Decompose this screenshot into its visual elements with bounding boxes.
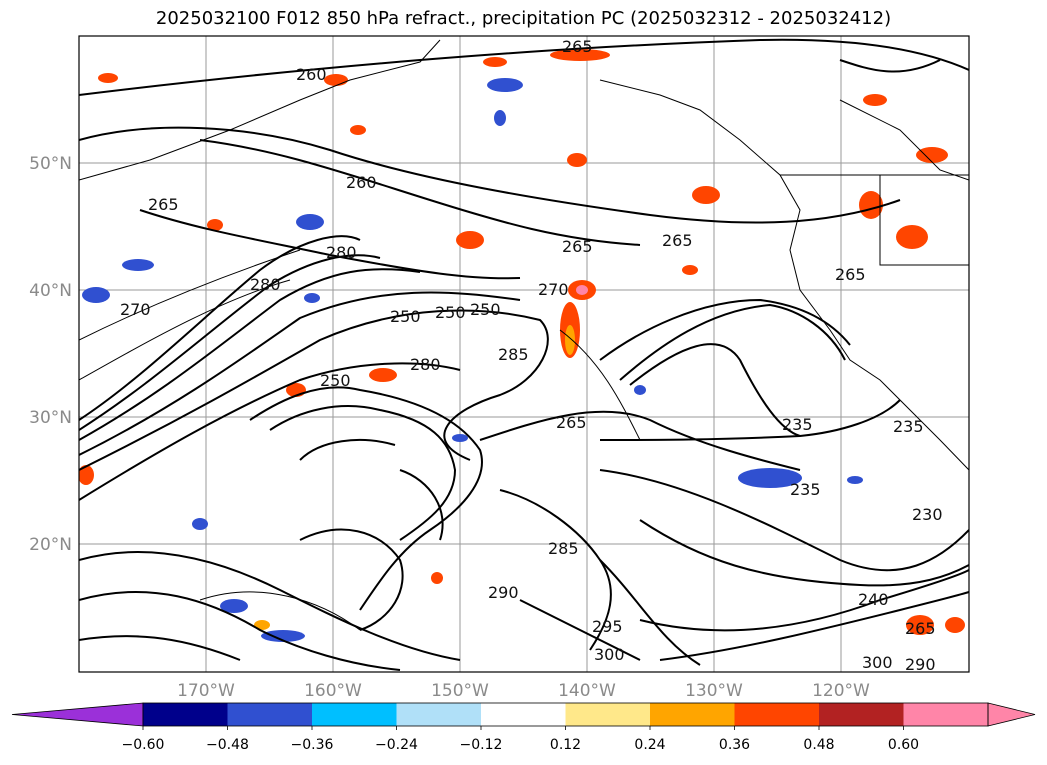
colorbar-tick-label: −0.36 [291,737,334,753]
lon-label: 160°W [304,681,362,701]
colorbar-tick-label: −0.12 [460,737,503,753]
lon-label: 130°W [685,681,743,701]
svg-text:280: 280 [326,243,357,262]
graticule [79,36,969,672]
svg-text:270: 270 [120,300,151,319]
svg-text:280: 280 [250,275,281,294]
lat-label: 30°N [29,408,72,428]
svg-text:300: 300 [594,645,625,664]
svg-text:285: 285 [548,539,579,558]
svg-text:235: 235 [790,480,821,499]
map-content: 260 265 260 265 250 280 280 270 250 250 … [79,36,969,674]
colorbar-tick-label: −0.60 [122,737,165,753]
colorbar-segment [227,703,313,726]
svg-text:250: 250 [470,300,501,319]
refractivity-contours [79,38,969,671]
map-frame [78,35,970,673]
colorbar-segment [565,703,651,726]
svg-text:265: 265 [562,37,593,56]
svg-text:290: 290 [488,583,519,602]
svg-text:230: 230 [912,505,943,524]
svg-text:280: 280 [410,355,441,374]
lat-label: 50°N [29,154,72,174]
map-area [79,36,969,672]
svg-text:295: 295 [592,617,623,636]
svg-text:235: 235 [782,415,813,434]
colorbar-tick-label: 0.24 [634,737,665,753]
lon-label: 140°W [558,681,616,701]
svg-text:290: 290 [905,655,936,674]
svg-text:265: 265 [148,195,179,214]
coastlines [79,39,969,471]
colorbar: −0.60 −0.48 −0.36 −0.24 −0.12 0.12 0.24 0.36 0.4… [11,702,1036,753]
lon-label: 150°W [431,681,489,701]
lat-label: 40°N [29,281,72,301]
colorbar-segment [481,703,566,726]
svg-text:265: 265 [905,619,936,638]
map-title: 2025032100 F012 850 hPa refract., precip… [155,8,892,29]
colorbar-tick-label: 0.36 [719,737,750,753]
colorbar-extend-high [987,702,1036,727]
colorbar-tick-label: −0.24 [375,737,418,753]
svg-text:250: 250 [435,303,466,322]
colorbar-tick-label: 0.60 [888,737,919,753]
colorbar-segment [312,703,397,726]
colorbar-segment [396,703,482,726]
svg-text:270: 270 [538,280,569,299]
colorbar-segment [143,703,228,726]
latitude-labels: 50°N 40°N 30°N 20°N [29,154,72,555]
svg-text:300: 300 [862,653,893,672]
svg-text:265: 265 [562,237,593,256]
svg-text:265: 265 [556,413,587,432]
svg-text:240: 240 [858,590,889,609]
precip-positive-areas [79,49,965,635]
colorbar-tick-label: 0.12 [550,737,581,753]
contour-labels: 260 265 260 265 250 280 280 270 250 250 … [120,37,943,674]
lon-label: 120°W [812,681,870,701]
colorbar-segment [903,703,989,726]
svg-text:260: 260 [346,173,377,192]
colorbar-segment [819,703,904,726]
svg-text:250: 250 [390,307,421,326]
svg-text:265: 265 [835,265,866,284]
longitude-labels: 170°W 160°W 150°W 140°W 130°W 120°W [177,681,870,701]
colorbar-segment [734,703,820,726]
lat-label: 20°N [29,535,72,555]
svg-text:260: 260 [296,65,327,84]
colorbar-tick-label: −0.48 [206,737,249,753]
precip-negative-areas [82,78,863,642]
svg-text:265: 265 [662,231,693,250]
svg-text:235: 235 [893,417,924,436]
colorbar-tick-label: 0.48 [803,737,834,753]
colorbar-segment [650,703,735,726]
svg-text:250: 250 [320,371,351,390]
lon-label: 170°W [177,681,235,701]
colorbar-extend-low [11,702,144,727]
svg-text:285: 285 [498,345,529,364]
